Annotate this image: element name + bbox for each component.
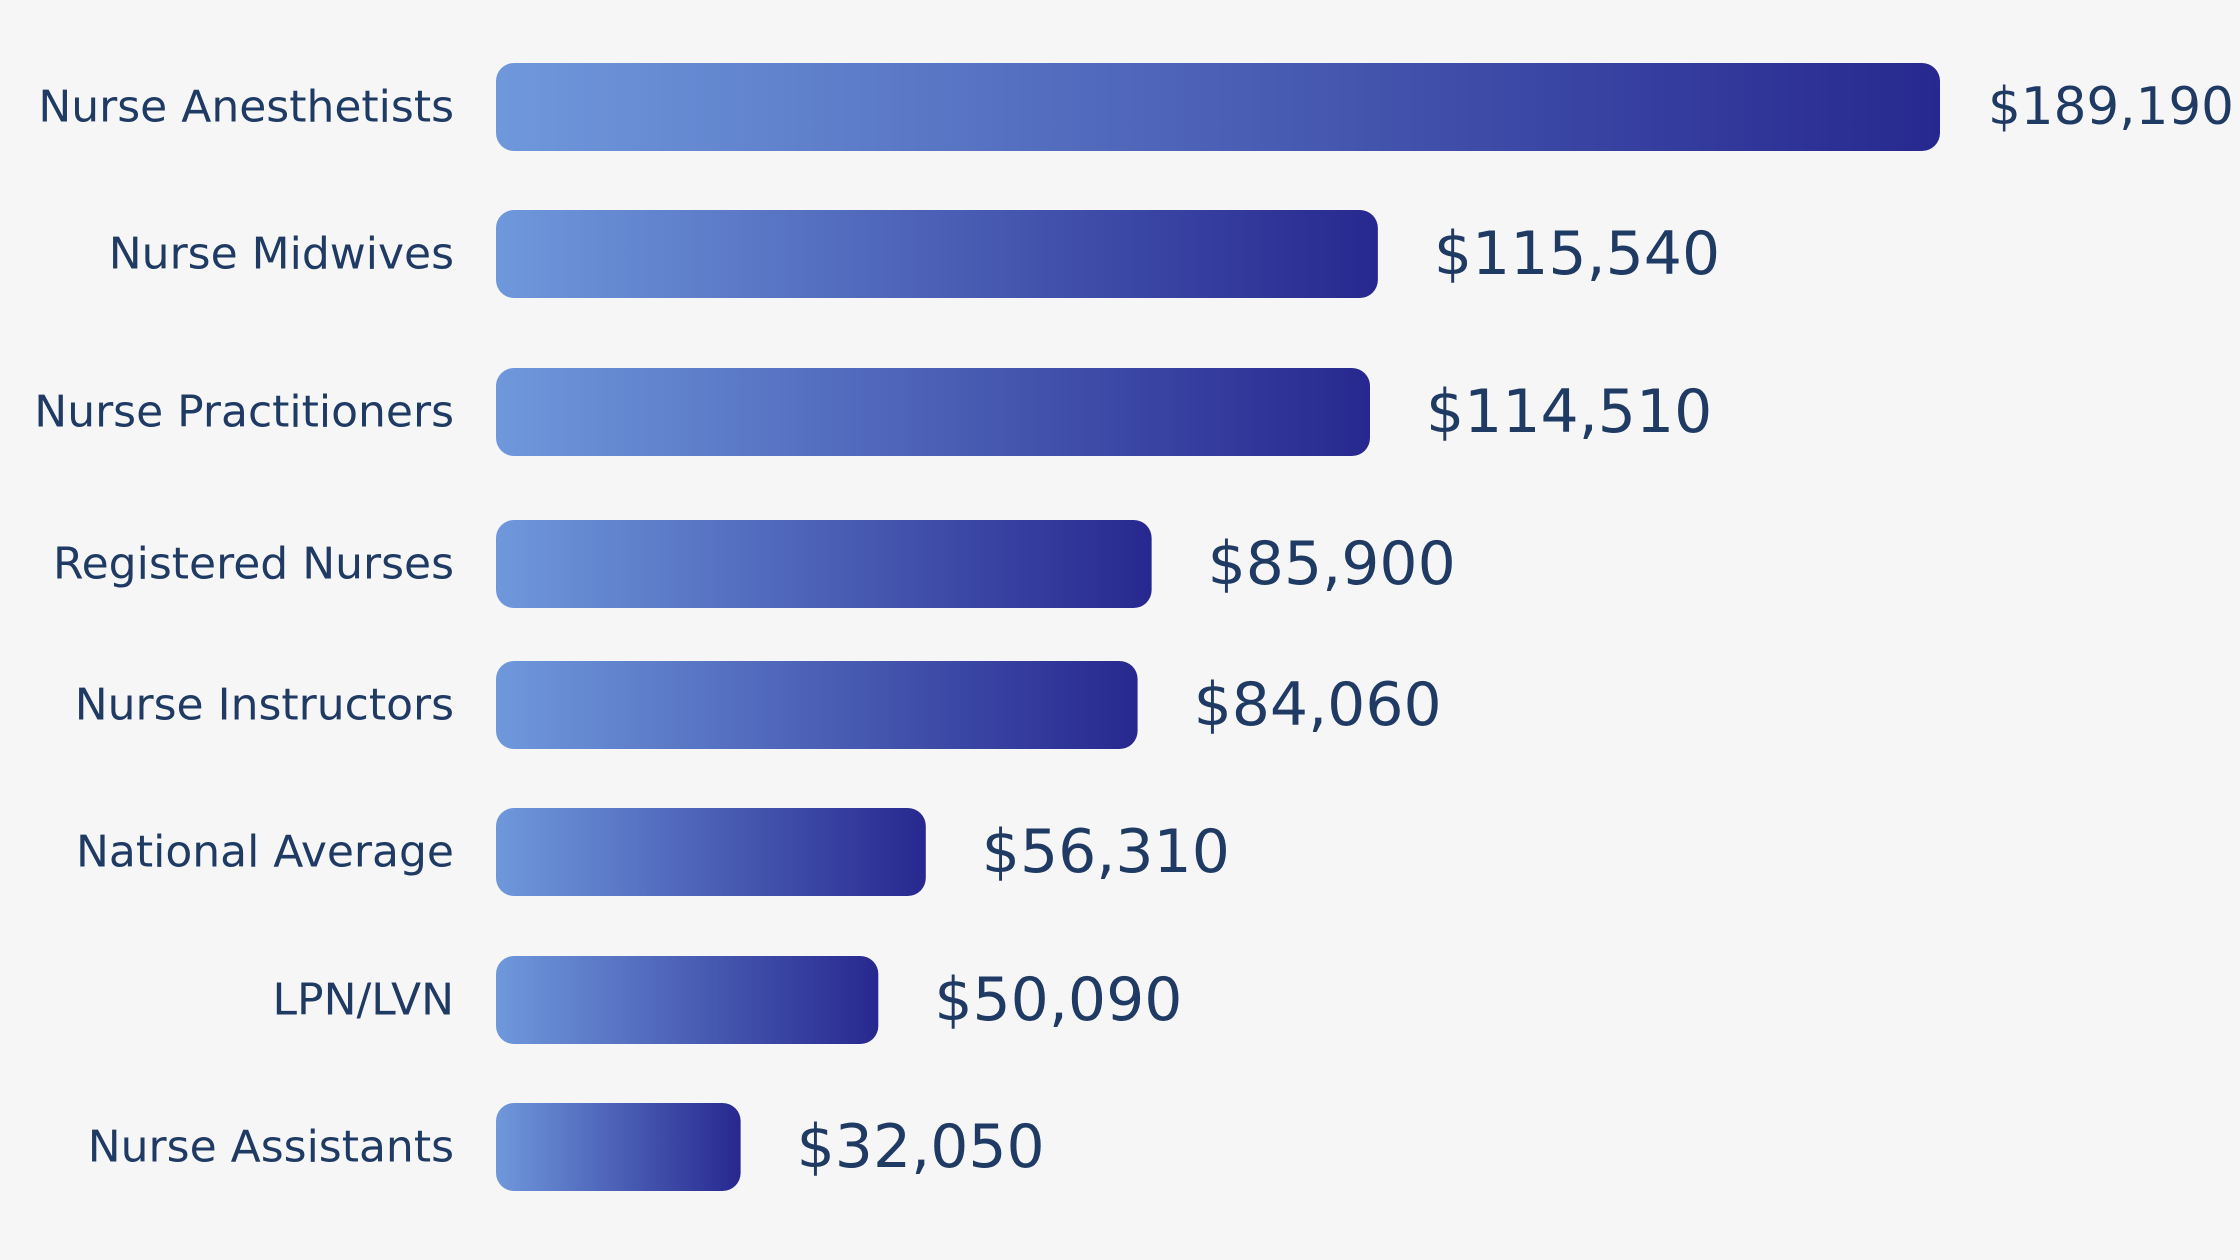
- bars-layer: Nurse Anesthetists $189,190 Nurse Midwives…: [34, 63, 2234, 1191]
- value-label: $56,310: [982, 817, 1230, 887]
- bar-row: National Average $56,310: [76, 808, 1230, 896]
- bar: [496, 661, 1138, 749]
- bar: [496, 63, 1940, 151]
- category-label: Nurse Midwives: [109, 229, 454, 280]
- value-label: $85,900: [1208, 529, 1456, 599]
- bar-row: Registered Nurses $85,900: [53, 520, 1456, 608]
- value-label: $32,050: [797, 1112, 1045, 1182]
- category-label: LPN/LVN: [273, 975, 454, 1026]
- bar-row: LPN/LVN $50,090: [273, 956, 1182, 1044]
- bar: [496, 956, 879, 1044]
- value-label: $115,540: [1434, 219, 1720, 289]
- value-label: $114,510: [1426, 377, 1712, 447]
- category-label: Registered Nurses: [53, 539, 454, 590]
- category-label: Nurse Instructors: [75, 680, 454, 731]
- category-label: Nurse Assistants: [88, 1122, 454, 1173]
- bar-row: Nurse Assistants $32,050: [88, 1103, 1045, 1191]
- category-label: National Average: [76, 827, 454, 878]
- bar: [496, 368, 1371, 456]
- bar: [496, 1103, 741, 1191]
- bar: [496, 210, 1378, 298]
- bar-row: Nurse Instructors $84,060: [75, 661, 1442, 749]
- bar-row: Nurse Anesthetists $189,190: [38, 63, 2234, 151]
- bar: [496, 520, 1152, 608]
- value-label: $189,190: [1988, 77, 2234, 137]
- value-label: $84,060: [1194, 670, 1442, 740]
- value-label: $50,090: [934, 965, 1182, 1035]
- bar-row: Nurse Midwives $115,540: [109, 210, 1720, 298]
- category-label: Nurse Anesthetists: [38, 82, 454, 133]
- bar-row: Nurse Practitioners $114,510: [34, 368, 1712, 456]
- bar: [496, 808, 926, 896]
- category-label: Nurse Practitioners: [34, 387, 454, 438]
